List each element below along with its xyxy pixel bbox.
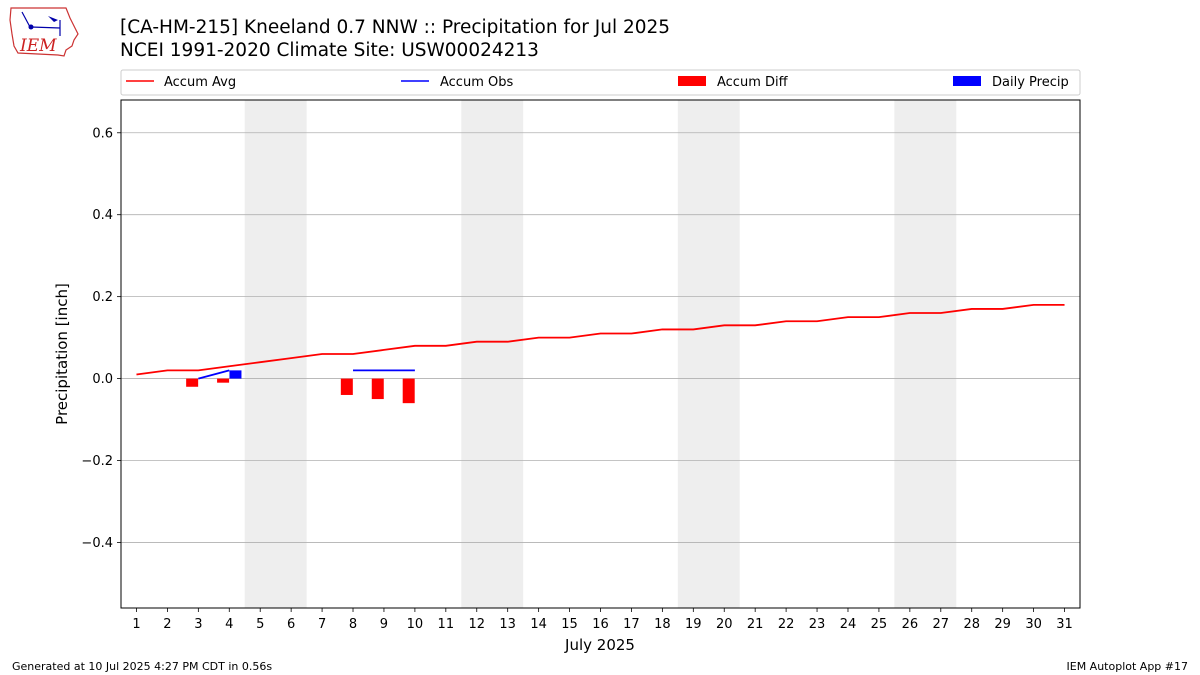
x-tick-label: 21 [747,617,764,632]
legend-swatch-daily-precip [953,76,981,86]
x-tick-label: 27 [933,617,950,632]
legend-label-accum-obs: Accum Obs [440,75,513,90]
chart-title: [CA-HM-215] Kneeland 0.7 NNW :: Precipit… [120,17,671,38]
x-tick-label: 18 [654,617,671,632]
weekend-band-2 [461,100,524,608]
x-axis-label: July 2025 [564,636,635,654]
x-tick-label: 9 [380,617,388,632]
legend-swatch-accum-diff [678,76,706,86]
legend-item-accum-diff: Accum Diff [678,75,789,90]
accum-obs-line [198,369,230,380]
x-tick-label: 6 [287,617,295,632]
y-tick-label: −0.4 [81,536,113,551]
y-tick-label: −0.2 [81,454,113,469]
y-tick-label: 0.6 [92,126,113,141]
x-tick-label: 24 [840,617,857,632]
x-tick-label: 28 [963,617,980,632]
x-tick-label: 15 [561,617,578,632]
y-tick-label: 0.4 [92,208,113,223]
legend-box [120,69,1081,96]
x-tick-label: 4 [225,617,233,632]
x-tick-label: 30 [1025,617,1042,632]
y-axis-label: Precipitation [inch] [53,283,71,425]
x-tick-label: 29 [994,617,1011,632]
legend-item-accum-avg: Accum Avg [126,75,236,90]
x-axis-ticks: 1 2 3 4 5 6 7 8 9 10 11 12 13 14 15 16 17 18 19 20 21 22 23 24 2… [132,608,1073,632]
daily-precip-bar [229,370,242,379]
bar-series [186,370,415,404]
x-tick-label: 11 [438,617,455,632]
x-tick-label: 14 [530,617,547,632]
legend-label-accum-avg: Accum Avg [164,75,236,90]
x-tick-label: 8 [349,617,357,632]
y-axis-ticks: −0.4 −0.2 0.0 0.2 0.4 0.6 [81,126,121,551]
x-tick-label: 31 [1056,617,1073,632]
weekend-band-4 [894,100,957,608]
x-tick-label: 1 [132,617,140,632]
x-tick-label: 5 [256,617,264,632]
accum-diff-bar [371,378,384,400]
x-tick-label: 2 [163,617,171,632]
weekend-bands [244,100,957,608]
y-tick-label: 0.0 [92,372,113,387]
x-tick-label: 23 [809,617,826,632]
accum-diff-bar [217,378,230,383]
legend-item-daily-precip: Daily Precip [953,75,1069,90]
accum-diff-bar [340,378,353,395]
x-tick-label: 22 [778,617,795,632]
accum-diff-bar [186,378,199,387]
app-credit: IEM Autoplot App #17 [1066,660,1189,673]
chart-subtitle: NCEI 1991-2020 Climate Site: USW00024213 [120,40,539,61]
x-tick-label: 7 [318,617,326,632]
x-tick-label: 16 [592,617,609,632]
legend-label-daily-precip: Daily Precip [992,75,1069,90]
y-gridlines [121,132,1080,543]
iem-logo-text: IEM [19,36,57,56]
y-tick-label: 0.2 [92,290,113,305]
x-tick-label: 19 [685,617,702,632]
legend-label-accum-diff: Accum Diff [717,75,789,90]
accum-avg-line [136,303,1065,376]
legend-item-accum-obs: Accum Obs [401,75,513,90]
x-tick-label: 20 [716,617,733,632]
x-tick-label: 25 [871,617,888,632]
x-tick-label: 13 [499,617,516,632]
accum-diff-bar [402,378,415,404]
x-tick-label: 10 [407,617,424,632]
iem-logo: IEM [9,7,79,57]
iowa-outline-shape [9,7,79,57]
generated-timestamp: Generated at 10 Jul 2025 4:27 PM CDT in … [12,660,273,673]
line-series [136,303,1065,380]
x-tick-label: 26 [902,617,919,632]
legend: Accum Avg Accum Obs Accum Diff Daily Pre… [120,69,1081,96]
x-tick-label: 17 [623,617,640,632]
x-tick-label: 12 [468,617,485,632]
weekend-band-3 [677,100,740,608]
weekend-band-1 [244,100,307,608]
x-tick-label: 3 [194,617,202,632]
